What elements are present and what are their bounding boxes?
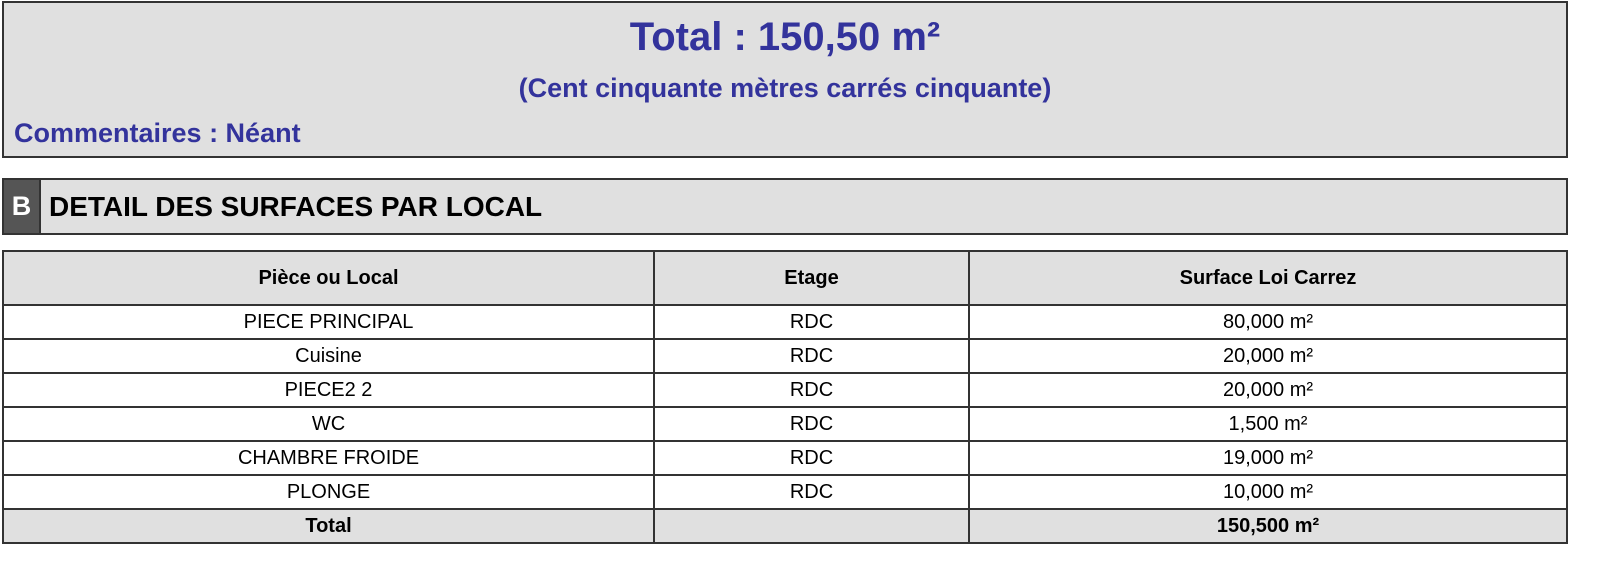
header-surface: Surface Loi Carrez bbox=[968, 250, 1568, 306]
section-title: DETAIL DES SURFACES PAR LOCAL bbox=[49, 191, 543, 222]
table-row: WC RDC 1,500 m² bbox=[2, 406, 1568, 442]
section-letter: B bbox=[4, 180, 41, 233]
total-floor bbox=[653, 508, 970, 544]
comments: Commentaires : Néant bbox=[14, 118, 301, 148]
table-row: CHAMBRE FROIDE RDC 19,000 m² bbox=[2, 440, 1568, 476]
surface-summary-panel: Total : 150,50 m² (Cent cinquante mètres… bbox=[2, 1, 1568, 158]
surface-cell: 80,000 m² bbox=[968, 304, 1568, 340]
total-surface: Total : 150,50 m² bbox=[629, 15, 941, 59]
table-row: PIECE PRINCIPAL RDC 80,000 m² bbox=[2, 304, 1568, 340]
room-cell: Cuisine bbox=[2, 338, 655, 374]
room-cell: CHAMBRE FROIDE bbox=[2, 440, 655, 476]
header-room: Pièce ou Local bbox=[2, 250, 655, 306]
surface-cell: 10,000 m² bbox=[968, 474, 1568, 510]
room-cell: WC bbox=[2, 406, 655, 442]
table-row: PIECE2 2 RDC 20,000 m² bbox=[2, 372, 1568, 408]
total-surface-in-words: (Cent cinquante mètres carrés cinquante) bbox=[518, 73, 1052, 103]
table-row: PLONGE RDC 10,000 m² bbox=[2, 474, 1568, 510]
total-surface-value: 150,500 m² bbox=[968, 508, 1568, 544]
floor-cell: RDC bbox=[653, 372, 970, 408]
table-row: Cuisine RDC 20,000 m² bbox=[2, 338, 1568, 374]
header-floor: Etage bbox=[653, 250, 970, 306]
room-cell: PIECE PRINCIPAL bbox=[2, 304, 655, 340]
surface-table: Pièce ou Local Etage Surface Loi Carrez … bbox=[2, 250, 1568, 544]
surface-cell: 19,000 m² bbox=[968, 440, 1568, 476]
table-total-row: Total 150,500 m² bbox=[2, 508, 1568, 544]
floor-cell: RDC bbox=[653, 338, 970, 374]
floor-cell: RDC bbox=[653, 406, 970, 442]
surface-cell: 20,000 m² bbox=[968, 338, 1568, 374]
surface-cell: 20,000 m² bbox=[968, 372, 1568, 408]
room-cell: PIECE2 2 bbox=[2, 372, 655, 408]
section-header: B DETAIL DES SURFACES PAR LOCAL bbox=[2, 178, 1568, 235]
room-cell: PLONGE bbox=[2, 474, 655, 510]
floor-cell: RDC bbox=[653, 440, 970, 476]
table-header-row: Pièce ou Local Etage Surface Loi Carrez bbox=[2, 250, 1568, 306]
floor-cell: RDC bbox=[653, 304, 970, 340]
surface-cell: 1,500 m² bbox=[968, 406, 1568, 442]
total-label: Total bbox=[2, 508, 655, 544]
floor-cell: RDC bbox=[653, 474, 970, 510]
